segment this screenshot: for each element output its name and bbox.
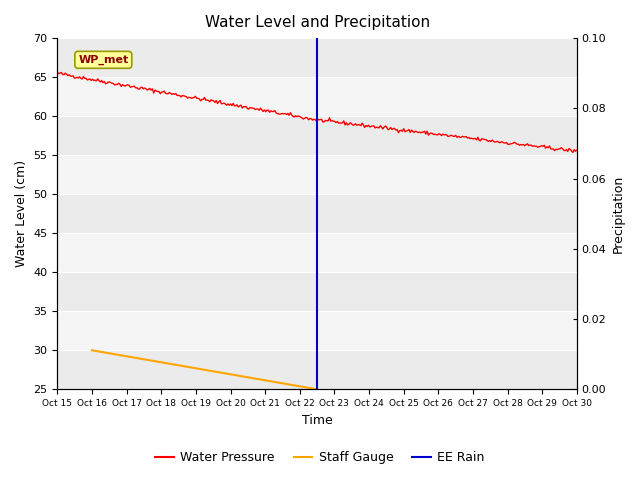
Text: WP_met: WP_met [78, 55, 129, 65]
Bar [58, 116, 577, 155]
Bar [58, 311, 577, 350]
Bar [58, 155, 577, 194]
Bar [58, 350, 577, 389]
Y-axis label: Precipitation: Precipitation [612, 175, 625, 253]
Bar [58, 38, 577, 77]
Bar [58, 77, 577, 116]
Bar [58, 233, 577, 272]
Y-axis label: Water Level (cm): Water Level (cm) [15, 160, 28, 267]
Title: Water Level and Precipitation: Water Level and Precipitation [205, 15, 429, 30]
X-axis label: Time: Time [301, 414, 333, 427]
Bar [58, 272, 577, 311]
Bar [58, 194, 577, 233]
Legend: Water Pressure, Staff Gauge, EE Rain: Water Pressure, Staff Gauge, EE Rain [150, 446, 490, 469]
